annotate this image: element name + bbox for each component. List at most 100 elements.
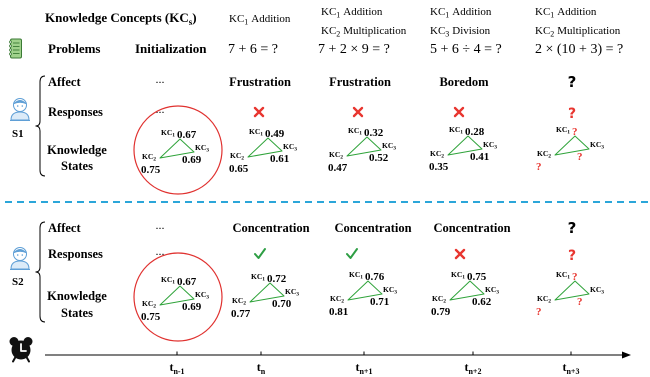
kc-node-label: KC1: [451, 270, 465, 281]
mastery-value: 0.71: [370, 296, 389, 308]
affect-label: Concentration: [334, 221, 411, 235]
time-step-column: ??KC1 ?KC3?KC2?: [536, 73, 604, 173]
unknown-mastery: ?: [577, 151, 583, 163]
mastery-value: 0.77: [231, 308, 251, 320]
mastery-value: 0.49: [265, 128, 285, 140]
kc-node-label: KC1: [161, 128, 175, 139]
affect-label: Frustration: [229, 75, 291, 89]
initialization-label: Initialization: [135, 41, 207, 56]
student-label: S2: [12, 276, 24, 288]
kc-index: 3: [496, 290, 499, 296]
kc-prefix: KC: [483, 140, 494, 149]
kc-node-label: KC1: [251, 272, 265, 283]
problem-column: KC1 Addition 7 + 6 = ?: [228, 13, 291, 57]
kc-node-label: KC3: [195, 290, 209, 301]
cross-icon: [253, 106, 265, 118]
kc-index: 1: [460, 130, 463, 136]
kc-index: 1: [462, 275, 465, 281]
kc-index: 2: [340, 155, 343, 161]
kc-index: 1: [262, 277, 265, 283]
student-sections: S1 Affect Responses Knowledge States...... KC…: [10, 72, 604, 342]
knowledge-state-graph: [346, 136, 382, 157]
kc-node-label: KC3: [383, 285, 397, 296]
row-label-responses: Responses: [48, 105, 103, 119]
row-label-responses: Responses: [48, 247, 103, 261]
kc-index: 1: [359, 131, 362, 137]
kc-index: 1: [445, 11, 449, 20]
kc-prefix: KC: [229, 13, 244, 25]
student-section: S1 Affect Responses Knowledge States...... KC…: [10, 72, 604, 195]
kc-prefix: KC: [330, 294, 341, 303]
kc-prefix: KC: [349, 270, 360, 279]
kc-index: 2: [341, 299, 344, 305]
unknown-mastery: ?: [577, 296, 583, 308]
kc-header: Knowledge Concepts (KCs): [45, 10, 197, 27]
knowledge-state-graph: [249, 282, 285, 303]
cross-icon: [352, 106, 364, 118]
kc-prefix: KC: [251, 272, 262, 281]
time-base: t: [562, 360, 566, 374]
kc-index: 2: [243, 301, 246, 307]
kc-index: 2: [550, 30, 554, 39]
kc-node-label: KC2: [330, 294, 344, 305]
kc-index: 2: [443, 299, 446, 305]
kc-index: 3: [206, 148, 209, 154]
kc-index: 2: [548, 299, 551, 305]
kc-prefix: KC: [348, 126, 359, 135]
kc-prefix: KC: [537, 149, 548, 158]
mastery-value: 0.61: [270, 153, 289, 165]
kc-index: 2: [241, 156, 244, 162]
kc-index: 2: [336, 30, 340, 39]
kc-node-label: KC3: [382, 141, 396, 152]
kc-prefix: KC: [451, 270, 462, 279]
kc-node-label: KC3: [283, 142, 297, 153]
kc-node-label: KC1: [161, 275, 175, 286]
kc-prefix: KC: [321, 25, 336, 37]
kc-prefix: KC: [432, 294, 443, 303]
kc-index: 3: [601, 145, 604, 151]
init-highlight-circle: [133, 105, 223, 195]
mastery-value: 0.32: [364, 127, 384, 139]
knowledge-state-graph: [247, 137, 283, 158]
time-index: n+3: [566, 367, 579, 376]
mastery-value: 0.75: [467, 271, 487, 283]
time-index: n+2: [468, 367, 481, 376]
kc-index: 1: [244, 18, 248, 27]
mastery-value: 0.62: [472, 296, 492, 308]
mastery-value: 0.69: [182, 154, 202, 166]
check-icon: [346, 248, 358, 259]
kc-prefix: KC: [590, 140, 601, 149]
kc-node-label: KC1: [556, 125, 570, 136]
kc-node-label: KC3: [483, 140, 497, 151]
kc-name: Addition: [557, 6, 597, 18]
kc-prefix: KC: [161, 275, 172, 284]
kc-index: 3: [601, 290, 604, 296]
response-placeholder: ...: [156, 102, 165, 116]
affect-label: Concentration: [433, 221, 510, 235]
mastery-value: 0.67: [177, 129, 197, 141]
unknown-affect: ?: [568, 219, 577, 237]
notebook-icon: [9, 38, 22, 59]
mastery-value: 0.79: [431, 306, 451, 318]
unknown-mastery: ?: [536, 306, 542, 318]
kc-header-sub: s: [189, 17, 193, 27]
mastery-value: 0.75: [141, 164, 161, 176]
kc-concept: KC3 Division: [430, 25, 491, 39]
knowledge-state-graph: [447, 135, 483, 156]
kc-node-label: KC1: [249, 127, 263, 138]
kc-name: Multiplication: [343, 25, 406, 37]
student-section: S2 Affect Responses Knowledge States...... KC…: [10, 218, 604, 342]
kc-index: 3: [294, 147, 297, 153]
kc-index: 3: [393, 146, 396, 152]
kc-node-label: KC2: [230, 151, 244, 162]
time-step-column: ??KC1 ?KC3?KC2?: [536, 219, 604, 318]
kc-prefix: KC: [535, 25, 550, 37]
knowledge-state-graph: [554, 135, 590, 156]
time-index: n-1: [173, 367, 184, 376]
kc-concept: KC1 Addition: [535, 6, 597, 20]
kc-prefix: KC: [383, 285, 394, 294]
kc-node-label: KC3: [285, 287, 299, 298]
